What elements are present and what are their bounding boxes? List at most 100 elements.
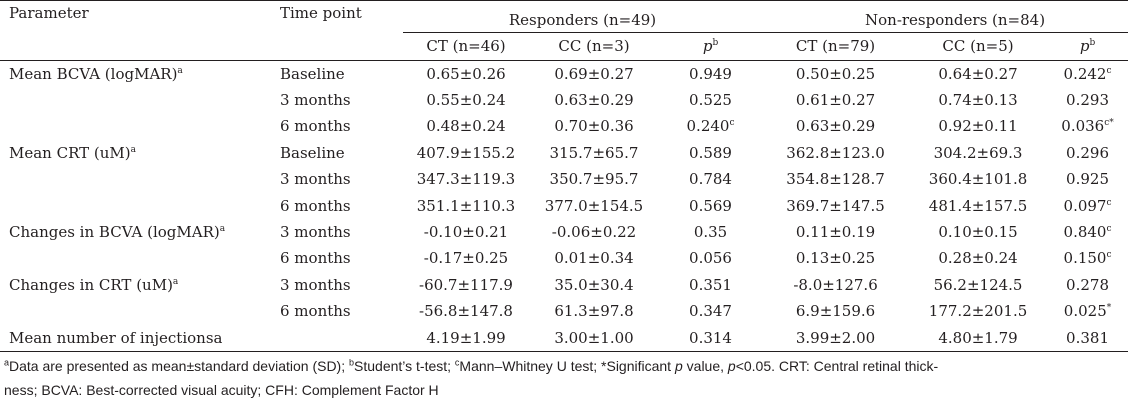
header-n-p-label: p bbox=[1079, 37, 1090, 55]
footnote-part3: Mann–Whitney U test; *Significant bbox=[459, 358, 675, 374]
cell-time-point-text: 6 months bbox=[280, 249, 351, 268]
header-non-responders: Non-responders (n=84) bbox=[762, 0, 1128, 33]
header-r-p-sup: b bbox=[712, 38, 719, 48]
cell-responders-cc: 315.7±65.7 bbox=[529, 140, 659, 166]
footnote-sup-b: b bbox=[349, 357, 355, 368]
cell-nonresponders-cc-text: 56.2±124.5 bbox=[933, 275, 1023, 294]
cell-parameter-text: Mean number of injectionsa bbox=[9, 328, 223, 347]
cell-time-point: Baseline bbox=[270, 140, 403, 166]
cell-responders-cc-text: 35.0±30.4 bbox=[554, 275, 634, 294]
cell-responders-ct: 0.65±0.26 bbox=[403, 61, 529, 88]
cell-nonresponders-p: 0.097c bbox=[1047, 193, 1128, 219]
header-r-p: pb bbox=[659, 32, 763, 61]
cell-nonresponders-ct: 369.7±147.5 bbox=[762, 193, 909, 219]
cell-nonresponders-ct-text: 3.99±2.00 bbox=[795, 328, 876, 347]
cell-responders-p-text: 0.056 bbox=[689, 249, 732, 268]
cell-time-point: 6 months bbox=[270, 193, 403, 219]
cell-nonresponders-cc: 0.10±0.15 bbox=[909, 219, 1047, 245]
cell-nonresponders-ct: 6.9±159.6 bbox=[762, 299, 909, 325]
cell-responders-ct-text: -60.7±117.9 bbox=[419, 275, 513, 294]
cell-responders-ct-text: 407.9±155.2 bbox=[416, 143, 516, 162]
cell-nonresponders-p-text: 0.025 bbox=[1063, 302, 1107, 321]
cell-responders-ct: 407.9±155.2 bbox=[403, 140, 529, 166]
cell-responders-ct-text: 351.1±110.3 bbox=[416, 196, 516, 215]
cell-nonresponders-p: 0.150c bbox=[1047, 246, 1128, 272]
cell-responders-p: 0.949 bbox=[659, 61, 762, 88]
cell-nonresponders-p: 0.278 bbox=[1047, 272, 1128, 298]
cell-parameter-superscript: a bbox=[172, 276, 179, 287]
cell-nonresponders-ct-text: 0.50±0.25 bbox=[795, 64, 876, 83]
cell-nonresponders-ct-text: 0.63±0.29 bbox=[795, 117, 876, 136]
cell-nonresponders-ct-text: 362.8±123.0 bbox=[786, 143, 885, 162]
footnote-part5: <0.05. CRT: Central retinal thick- bbox=[735, 358, 939, 374]
cell-responders-cc-text: 0.63±0.29 bbox=[554, 91, 634, 110]
cell-responders-cc: 0.63±0.29 bbox=[529, 87, 659, 113]
cell-responders-cc: 0.69±0.27 bbox=[529, 61, 659, 88]
cell-responders-cc-text: 0.70±0.36 bbox=[554, 117, 634, 136]
header-r-ct: CT (n=46) bbox=[403, 32, 529, 61]
cell-parameter-text: Mean BCVA (logMAR) bbox=[9, 64, 178, 83]
cell-nonresponders-cc-text: 177.2±201.5 bbox=[928, 302, 1028, 321]
table-row: 6 months 351.1±110.3 377.0±154.5 0.569 369.7… bbox=[0, 193, 1128, 219]
cell-time-point-text: Baseline bbox=[280, 64, 345, 83]
cell-responders-cc: 3.00±1.00 bbox=[529, 324, 659, 353]
cell-nonresponders-cc-text: 0.10±0.15 bbox=[938, 223, 1018, 242]
cell-time-point-text: 6 months bbox=[280, 196, 351, 215]
cell-responders-p: 0.569 bbox=[659, 193, 762, 219]
cell-responders-p-text: 0.589 bbox=[689, 143, 732, 162]
footnote-p2: p bbox=[727, 358, 736, 374]
cell-time-point-text: 6 months bbox=[280, 117, 351, 136]
cell-nonresponders-p-text: 0.242 bbox=[1063, 64, 1107, 83]
cell-responders-ct: -0.17±0.25 bbox=[403, 246, 529, 272]
cell-parameter bbox=[0, 114, 270, 140]
cell-nonresponders-ct-text: 354.8±128.7 bbox=[786, 170, 885, 189]
footnote-part4: value, bbox=[682, 358, 728, 374]
cell-nonresponders-p-text: 0.097 bbox=[1063, 196, 1107, 215]
cell-parameter bbox=[0, 193, 270, 219]
table-row: 6 months -0.17±0.25 0.01±0.34 0.056 0.13±0.2… bbox=[0, 246, 1128, 272]
cell-nonresponders-cc-text: 0.74±0.13 bbox=[938, 91, 1018, 110]
cell-parameter bbox=[0, 87, 270, 113]
cell-parameter-text: Changes in CRT (uM) bbox=[9, 275, 173, 294]
table-body: Mean BCVA (logMAR)a Baseline 0.65±0.26 0.69… bbox=[0, 61, 1128, 353]
cell-responders-ct: 347.3±119.3 bbox=[403, 167, 529, 193]
cell-responders-p: 0.351 bbox=[659, 272, 762, 298]
cell-responders-cc: 35.0±30.4 bbox=[529, 272, 659, 298]
cell-responders-ct: 0.48±0.24 bbox=[403, 114, 529, 140]
cell-time-point bbox=[270, 324, 403, 353]
cell-responders-p: 0.784 bbox=[659, 167, 762, 193]
cell-nonresponders-cc: 0.74±0.13 bbox=[909, 87, 1047, 113]
cell-nonresponders-p-superscript: c bbox=[1106, 65, 1112, 76]
footnote: aData are presented as mean±standard dev… bbox=[4, 354, 1124, 402]
table-row: Changes in CRT (uM)a 3 months -60.7±117.9 3… bbox=[0, 272, 1128, 298]
header-n-ct: CT (n=79) bbox=[762, 32, 910, 61]
cell-nonresponders-cc: 56.2±124.5 bbox=[909, 272, 1047, 298]
cell-responders-p-text: 0.569 bbox=[689, 196, 732, 215]
cell-responders-p: 0.240c bbox=[659, 114, 762, 140]
cell-nonresponders-p-text: 0.925 bbox=[1066, 170, 1109, 189]
cell-parameter-superscript: a bbox=[177, 65, 183, 76]
cell-responders-ct-text: 4.19±1.99 bbox=[426, 328, 506, 347]
cell-nonresponders-cc: 481.4±157.5 bbox=[909, 193, 1047, 219]
cell-nonresponders-p: 0.036c* bbox=[1047, 114, 1128, 140]
cell-time-point-text: 3 months bbox=[280, 91, 351, 110]
cell-responders-p: 0.314 bbox=[659, 324, 763, 353]
cell-responders-cc-text: -0.06±0.22 bbox=[551, 223, 637, 242]
cell-time-point: 6 months bbox=[270, 246, 403, 272]
cell-responders-p-superscript: c bbox=[729, 118, 735, 129]
cell-responders-ct-text: -0.17±0.25 bbox=[423, 249, 509, 268]
cell-responders-cc: -0.06±0.22 bbox=[529, 219, 659, 245]
cell-responders-p-text: 0.949 bbox=[689, 64, 732, 83]
header-n-p-sup: b bbox=[1089, 38, 1096, 48]
cell-nonresponders-ct: 354.8±128.7 bbox=[762, 167, 909, 193]
cell-nonresponders-p-text: 0.150 bbox=[1063, 249, 1107, 268]
cell-nonresponders-cc: 4.80±1.79 bbox=[909, 324, 1048, 353]
cell-nonresponders-ct-text: 0.11±0.19 bbox=[795, 223, 876, 242]
cell-parameter bbox=[0, 299, 270, 325]
cell-responders-cc-text: 315.7±65.7 bbox=[549, 143, 639, 162]
cell-responders-cc: 350.7±95.7 bbox=[529, 167, 659, 193]
cell-nonresponders-p: 0.925 bbox=[1047, 167, 1128, 193]
cell-responders-p-text: 0.35 bbox=[693, 223, 728, 242]
table-row: 3 months 347.3±119.3 350.7±95.7 0.784 354.8±… bbox=[0, 167, 1128, 193]
